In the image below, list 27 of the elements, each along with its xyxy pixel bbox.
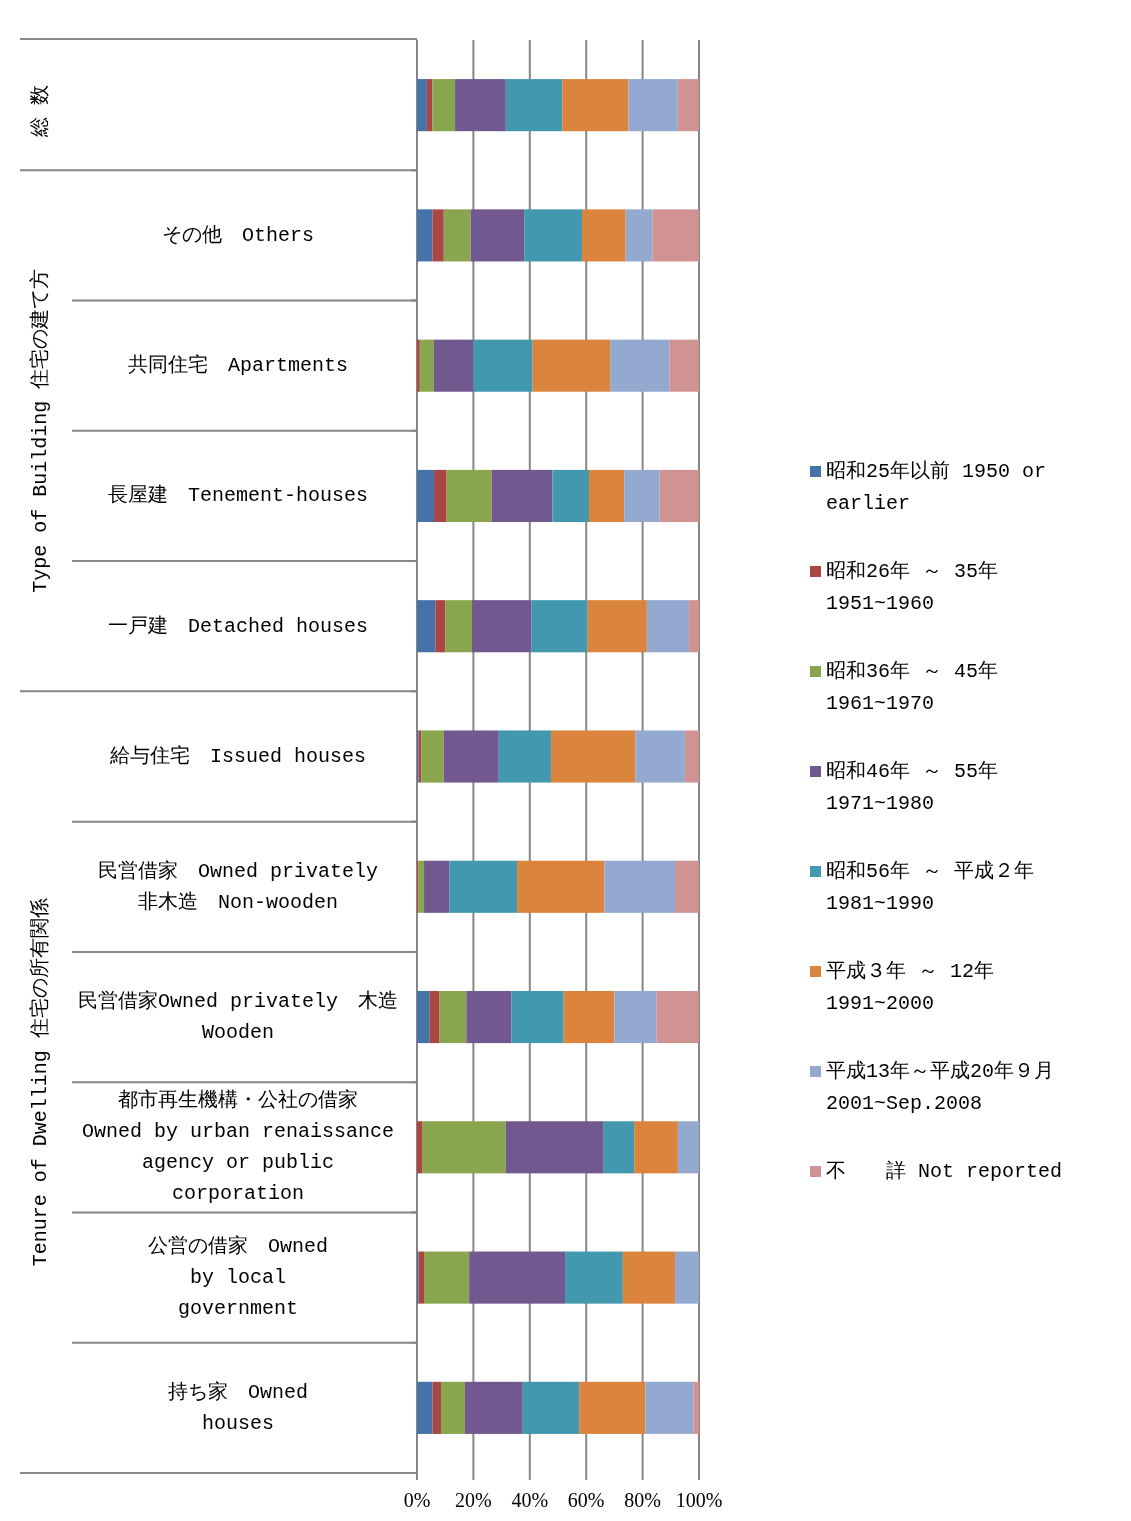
text: 総数 [29,73,52,139]
legend-label: 昭和46年 ～ 55年 1971~1980 [826,760,999,815]
x-tick-label: 100% [675,1489,723,1511]
legend-label: 不 詳 Not reported [826,1160,1063,1183]
text: Tenure of Dwelling 住宅の所有関係 [28,898,52,1267]
y-tick-label: 民営借家 Owned privately 非木造 Non-wooden [97,858,379,916]
legend-label: 平成３年 ～ 12年 1991~2000 [826,960,995,1015]
y-tick-label: 民営借家Owned privately 木造 Wooden [77,989,399,1047]
y-tick-label: 給与住宅 Issued houses [109,744,367,770]
legend-label: 昭和36年 ～ 45年 1961~1970 [826,660,999,715]
legend-label: 平成13年～平成20年９月 2001~Sep.2008 [826,1060,1055,1115]
y-tick-label: 共同住宅 Apartments [127,353,349,380]
legend-label: 昭和25年以前 1950 or earlier [826,460,1047,515]
y-tick-label: 一戸建 Detached houses [107,613,369,640]
legend-label: 昭和56年 ～ 平成２年 1981~1990 [826,860,1035,915]
legend-label: 昭和26年 ～ 35年 1951~1960 [826,560,999,615]
y-tick-label: 持ち家 Owned houses [167,1379,309,1437]
x-tick-label: 0% [403,1489,431,1511]
y-tick-label: その他 Others [161,222,315,249]
y-tick-label: 都市再生機構・公社の借家 Owned by urban renaissance agency or public corporation [80,1088,396,1208]
x-tick-label: 80% [624,1489,661,1511]
y-tick-label: 公営の借家 Owned by local government [147,1234,329,1323]
x-tick-label: 60% [567,1489,605,1511]
text: Type of Building 住宅の建て方 [28,268,52,593]
x-tick-label: 40% [511,1489,549,1511]
y-tick-label: 長屋建 Tenement-houses [107,483,369,510]
x-tick-label: 20% [455,1489,492,1511]
